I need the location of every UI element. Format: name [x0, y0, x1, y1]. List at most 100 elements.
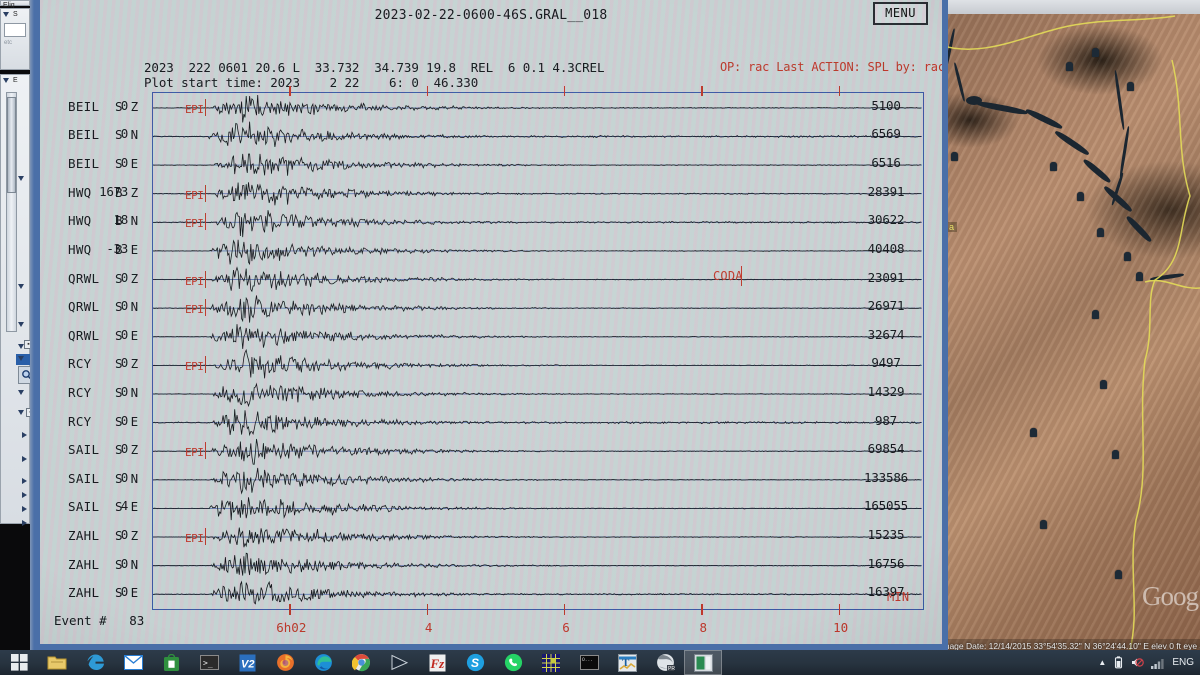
chevron-down-icon[interactable]	[3, 12, 9, 17]
taskbar-filezilla-icon[interactable]: Fz	[418, 650, 456, 675]
map-pin[interactable]	[1092, 48, 1099, 57]
scrollbar-thumb[interactable]	[7, 97, 16, 193]
waveform-trace-hwq-z[interactable]	[153, 182, 922, 206]
taskbar-store-icon[interactable]	[152, 650, 190, 675]
chevron-down-icon[interactable]	[3, 78, 9, 83]
background-window-1[interactable]: Elig	[0, 0, 30, 9]
taskbar-firefox-icon[interactable]	[266, 650, 304, 675]
chevron-right-icon[interactable]	[22, 492, 27, 498]
vertical-scrollbar[interactable]	[6, 92, 17, 332]
map-pin[interactable]	[951, 152, 958, 161]
waveform-trace-zahl-e[interactable]	[153, 580, 922, 605]
phase-pick-marker[interactable]	[205, 213, 207, 231]
trace-left-value: 0	[120, 412, 129, 428]
phase-pick-marker[interactable]	[205, 98, 207, 116]
waveform-trace-sail-z[interactable]	[153, 438, 922, 465]
map-pin[interactable]	[1030, 428, 1037, 437]
battery-icon[interactable]	[1113, 656, 1124, 669]
taskbar-excel-grid-app-icon[interactable]	[532, 650, 570, 675]
waveform-trace-zahl-z[interactable]	[153, 527, 922, 548]
waveform-trace-rcy-z[interactable]	[153, 348, 922, 379]
waveform-trace-rcy-n[interactable]	[153, 382, 922, 408]
map-pin[interactable]	[1050, 162, 1057, 171]
waveform-trace-zahl-n[interactable]	[153, 552, 922, 576]
waveform-trace-sail-e[interactable]	[153, 497, 922, 521]
google-earth-logo: Goog	[1142, 581, 1199, 611]
phase-pick-marker[interactable]	[205, 528, 207, 546]
background-window-2[interactable]: S etc	[0, 8, 30, 70]
time-axis-label: 10	[833, 620, 849, 635]
windows-taskbar[interactable]: >_ V2 Fz S O... T PRO ▲ ENG	[0, 650, 1200, 675]
coda-marker[interactable]	[741, 266, 743, 287]
map-pin[interactable]	[1112, 450, 1119, 459]
phase-pick-marker[interactable]	[205, 442, 207, 460]
language-indicator[interactable]: ENG	[1172, 657, 1194, 668]
chevron-right-icon[interactable]	[22, 432, 27, 438]
text-input-field[interactable]	[4, 23, 26, 37]
seisan-mulplt-window[interactable]: 2023-02-22-0600-46S.GRAL__018 MENU 2023 …	[34, 0, 948, 650]
waveform-trace-qrwl-n[interactable]	[153, 295, 922, 323]
taskbar-internet-explorer-icon[interactable]	[76, 650, 114, 675]
chevron-right-icon[interactable]	[22, 506, 27, 512]
chevron-right-icon[interactable]	[22, 456, 27, 462]
waveform-trace-hwq-e[interactable]	[153, 239, 922, 266]
chevron-down-icon[interactable]	[18, 344, 24, 349]
taskbar-mail-icon[interactable]	[114, 650, 152, 675]
waveform-traces[interactable]	[153, 93, 922, 608]
map-pin[interactable]	[1092, 310, 1099, 319]
taskbar-items[interactable]: >_ V2 Fz S O... T PRO	[0, 650, 722, 675]
phase-pick-marker[interactable]	[205, 356, 207, 374]
waveform-trace-qrwl-z[interactable]	[153, 266, 922, 293]
show-hidden-icons-icon[interactable]: ▲	[1098, 658, 1107, 667]
map-pin[interactable]	[1097, 228, 1104, 237]
svg-text:PRO: PRO	[668, 666, 675, 672]
network-signal-icon[interactable]	[1151, 657, 1165, 669]
chevron-down-icon[interactable]	[18, 176, 24, 181]
taskbar-plot-window-icon[interactable]	[684, 650, 722, 675]
taskbar-start-button-icon[interactable]	[0, 650, 38, 675]
phase-pick-marker[interactable]	[205, 184, 207, 202]
system-tray[interactable]: ▲ ENG	[1098, 650, 1194, 675]
chevron-right-icon[interactable]	[22, 520, 27, 526]
waveform-trace-beil-n[interactable]	[153, 121, 922, 147]
taskbar-xterm-icon[interactable]: O...	[570, 650, 608, 675]
taskbar-media-player-icon[interactable]	[380, 650, 418, 675]
google-earth-map[interactable]: Goog	[940, 0, 1200, 650]
taskbar-file-explorer-icon[interactable]	[38, 650, 76, 675]
phase-pick-marker[interactable]	[205, 299, 207, 317]
waveform-trace-hwq-n[interactable]	[153, 210, 922, 238]
map-pin[interactable]	[1124, 252, 1131, 261]
waveform-trace-qrwl-e[interactable]	[153, 324, 922, 349]
map-pin[interactable]	[1115, 570, 1122, 579]
selected-row-highlight[interactable]	[16, 354, 34, 365]
chevron-down-icon[interactable]	[18, 322, 24, 327]
waveform-trace-sail-n[interactable]	[153, 467, 922, 495]
waveform-trace-beil-z[interactable]	[153, 94, 922, 123]
chevron-down-icon[interactable]	[18, 356, 24, 361]
map-pin[interactable]	[1100, 380, 1107, 389]
taskbar-edge-icon[interactable]	[304, 650, 342, 675]
map-pin[interactable]	[1136, 272, 1143, 281]
taskbar-google-earth-icon[interactable]: PRO	[646, 650, 684, 675]
chevron-down-icon[interactable]	[18, 410, 24, 415]
map-pin[interactable]	[1066, 62, 1073, 71]
chevron-right-icon[interactable]	[22, 478, 27, 484]
map-pin[interactable]	[1127, 82, 1134, 91]
waveform-trace-rcy-e[interactable]	[153, 409, 922, 437]
chevron-down-icon[interactable]	[18, 390, 24, 395]
taskbar-skype-icon[interactable]: S	[456, 650, 494, 675]
waveform-trace-beil-e[interactable]	[153, 153, 922, 176]
map-pin[interactable]	[1077, 192, 1084, 201]
taskbar-seisan-icon[interactable]: T	[608, 650, 646, 675]
phase-pick-marker[interactable]	[205, 270, 207, 288]
chevron-down-icon[interactable]	[18, 284, 24, 289]
svg-text:S: S	[471, 656, 479, 670]
volume-muted-icon[interactable]	[1131, 656, 1145, 669]
taskbar-whatsapp-icon[interactable]	[494, 650, 532, 675]
taskbar-visio-icon[interactable]: V2	[228, 650, 266, 675]
waveform-plot-frame[interactable]: EPI EPI EPI EPI EPI EPI EPI EPI CODA MIN	[152, 92, 924, 610]
taskbar-chrome-icon[interactable]	[342, 650, 380, 675]
taskbar-terminal-icon[interactable]: >_	[190, 650, 228, 675]
menu-button[interactable]: MENU	[873, 2, 928, 25]
map-pin[interactable]	[1040, 520, 1047, 529]
